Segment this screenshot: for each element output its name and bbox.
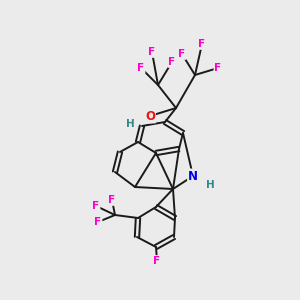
Text: H: H xyxy=(126,119,134,129)
Text: F: F xyxy=(137,63,145,73)
Text: F: F xyxy=(214,63,222,73)
Text: F: F xyxy=(178,49,186,59)
Text: O: O xyxy=(145,110,155,122)
Text: F: F xyxy=(198,39,206,49)
Text: N: N xyxy=(188,169,198,182)
Text: F: F xyxy=(153,256,161,266)
Text: F: F xyxy=(94,217,102,227)
Text: F: F xyxy=(92,201,100,211)
Text: F: F xyxy=(108,195,116,205)
Text: H: H xyxy=(206,180,214,190)
Text: F: F xyxy=(148,47,156,57)
Text: F: F xyxy=(168,57,175,67)
